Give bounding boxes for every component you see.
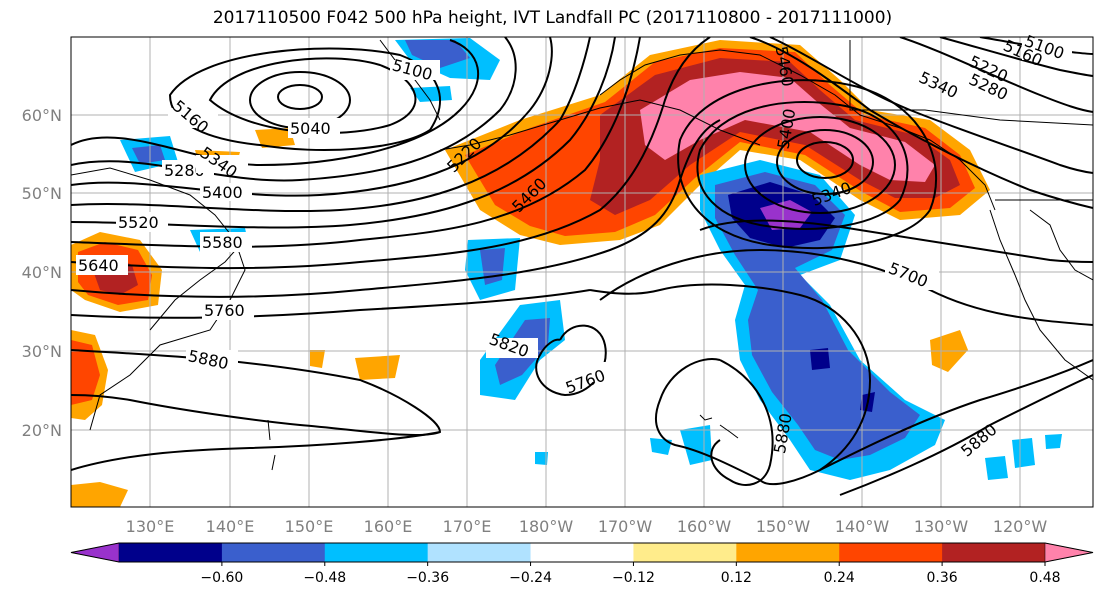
colorbar-segment — [221, 543, 326, 562]
lon-label: 180°W — [519, 517, 574, 536]
colorbar-tick-label: 0.36 — [927, 570, 958, 586]
lon-label: 160°W — [677, 517, 732, 536]
colorbar-tick-label: −0.12 — [612, 570, 655, 586]
longitude-labels: 130°E 140°E 150°E 160°E 170°E 180°W 170°… — [126, 517, 1048, 536]
lon-label: 150°E — [285, 517, 334, 536]
lat-label: 50°N — [22, 184, 62, 203]
colorbar-tick-label: 0.48 — [1029, 570, 1060, 586]
colorbar-segment — [119, 543, 223, 562]
colorbar-tick-label: 0.12 — [721, 570, 752, 586]
contour-label: 5400 — [202, 183, 243, 202]
lon-label: 130°E — [126, 517, 175, 536]
colorbar-segment — [427, 543, 532, 562]
colorbar-segment — [633, 543, 737, 562]
contour-label: 5760 — [204, 301, 245, 320]
lon-label: 120°W — [993, 517, 1048, 536]
latitude-labels: 60°N 50°N 40°N 30°N 20°N — [22, 106, 62, 440]
contour-label: 5640 — [78, 256, 119, 275]
colorbar-segment — [736, 543, 840, 562]
lat-label: 60°N — [22, 106, 62, 125]
colorbar-outline — [70, 542, 1094, 563]
colorbar — [70, 542, 1094, 563]
map-frame — [70, 36, 1094, 508]
colorbar-extend-low — [70, 542, 120, 563]
colorbar-tick-label: −0.36 — [406, 570, 449, 586]
lon-label: 140°W — [835, 517, 890, 536]
lon-label: 160°E — [364, 517, 413, 536]
colorbar-tick-label: −0.60 — [200, 570, 243, 586]
colorbar-segment — [839, 543, 943, 562]
lon-label: 150°W — [756, 517, 811, 536]
colorbar-ticks: −0.60 −0.48 −0.36 −0.24 −0.12 0.12 0.24 0.36 0.4… — [200, 562, 1061, 586]
lon-label: 170°W — [598, 517, 653, 536]
lon-label: 140°E — [206, 517, 255, 536]
colorbar-segment — [324, 543, 429, 562]
colorbar-extend-high — [1044, 542, 1094, 563]
contour-label: 5520 — [118, 213, 159, 232]
lon-label: 170°E — [443, 517, 492, 536]
colorbar-tick-label: −0.24 — [509, 570, 552, 586]
pos-anomaly-pink — [640, 72, 935, 182]
colorbar-segment — [942, 543, 1046, 562]
lat-label: 20°N — [22, 421, 62, 440]
colorbar-tick-label: 0.24 — [824, 570, 855, 586]
lon-label: 130°W — [914, 517, 969, 536]
contour-label: 5040 — [290, 119, 331, 138]
figure-title: 2017110500 F042 500 hPa height, IVT Land… — [212, 8, 893, 28]
lat-label: 30°N — [22, 342, 62, 361]
lat-label: 40°N — [22, 263, 62, 282]
colorbar-segment — [530, 543, 634, 562]
contour-label: 5280 — [164, 161, 205, 180]
contour-label: 5580 — [202, 233, 243, 252]
colorbar-tick-label: −0.48 — [303, 570, 346, 586]
